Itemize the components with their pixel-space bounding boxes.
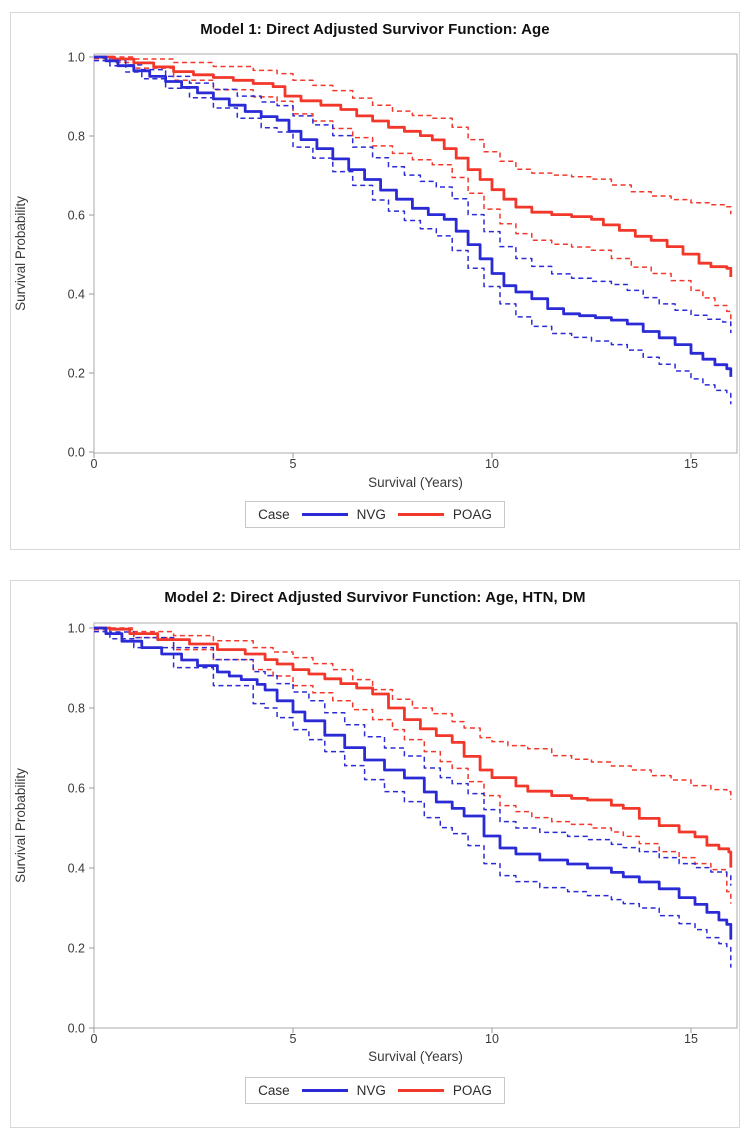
figure-panel-model-2: Model 2: Direct Adjusted Survivor Functi…: [10, 580, 740, 1128]
y-tick-label: 0.6: [68, 208, 85, 222]
nvg-curve: [94, 55, 733, 377]
y-tick-label: 0.8: [68, 129, 85, 143]
x-tick-label: 5: [290, 457, 297, 471]
poag-line-swatch: [397, 513, 444, 516]
y-axis-label: Survival Probability: [13, 196, 28, 311]
y-tick-label: 0.0: [68, 1021, 85, 1035]
survival-plot: 1.0 0.8 0.6 0.4 0.2 0.0 0 5 10 15 Survival Probabi…: [13, 621, 738, 1046]
legend-entry-nvg: NVG: [301, 507, 386, 522]
figure-panel-model-1: Model 1: Direct Adjusted Survivor Functi…: [10, 12, 740, 550]
plot-frame: [93, 622, 738, 1029]
x-tick-label: 10: [485, 1032, 499, 1046]
chart-title: Model 1: Direct Adjusted Survivor Functi…: [200, 21, 550, 38]
survival-plot: 1.0 0.8 0.6 0.4 0.2 0.0 0 5 10 15 Survival Probabi…: [13, 50, 738, 471]
chart-title: Model 2: Direct Adjusted Survivor Functi…: [164, 589, 586, 606]
x-axis-label: Survival (Years): [368, 475, 463, 490]
legend-title: Case: [258, 1083, 290, 1098]
y-tick-label: 0.8: [68, 701, 85, 715]
nvg-curve: [94, 626, 733, 940]
poag-lower-ci: [94, 628, 732, 904]
poag-curve: [94, 55, 733, 277]
legend-label-poag: POAG: [452, 507, 492, 522]
nvg-line-swatch: [301, 513, 348, 516]
x-tick-label: 15: [684, 457, 698, 471]
x-tick-label: 5: [290, 1032, 297, 1046]
y-tick-label: 0.2: [68, 366, 85, 380]
poag-curve: [94, 626, 733, 868]
nvg-upper-ci: [94, 627, 732, 886]
y-tick-label: 0.6: [68, 781, 85, 795]
legend: Case NVG POAG: [245, 501, 505, 528]
y-tick-label: 0.4: [68, 287, 85, 301]
x-tick-label: 0: [91, 1032, 98, 1046]
nvg-lower-ci: [94, 59, 732, 405]
plot-frame: [93, 53, 738, 454]
y-tick-label: 0.0: [68, 445, 85, 459]
nvg-line-swatch: [301, 1089, 348, 1092]
y-axis-label: Survival Probability: [13, 768, 28, 883]
x-tick-label: 0: [91, 457, 98, 471]
x-tick-label: 10: [485, 457, 499, 471]
y-tick-label: 1.0: [68, 621, 85, 635]
poag-lower-ci: [94, 57, 732, 326]
nvg-lower-ci: [94, 630, 732, 968]
poag-line-swatch: [397, 1089, 444, 1092]
legend-title: Case: [258, 507, 290, 522]
legend-label-nvg: NVG: [356, 1083, 386, 1098]
nvg-upper-ci: [94, 56, 732, 334]
y-tick-label: 1.0: [68, 50, 85, 64]
legend-label-nvg: NVG: [356, 507, 386, 522]
legend-entry-poag: POAG: [397, 507, 492, 522]
y-tick-label: 0.4: [68, 861, 85, 875]
poag-upper-ci: [94, 627, 732, 800]
poag-upper-ci: [94, 56, 732, 215]
y-tick-label: 0.2: [68, 941, 85, 955]
legend: Case NVG POAG: [245, 1077, 505, 1104]
legend-label-poag: POAG: [452, 1083, 492, 1098]
legend-entry-poag: POAG: [397, 1083, 492, 1098]
x-tick-label: 15: [684, 1032, 698, 1046]
legend-entry-nvg: NVG: [301, 1083, 386, 1098]
x-axis-label: Survival (Years): [368, 1049, 463, 1064]
